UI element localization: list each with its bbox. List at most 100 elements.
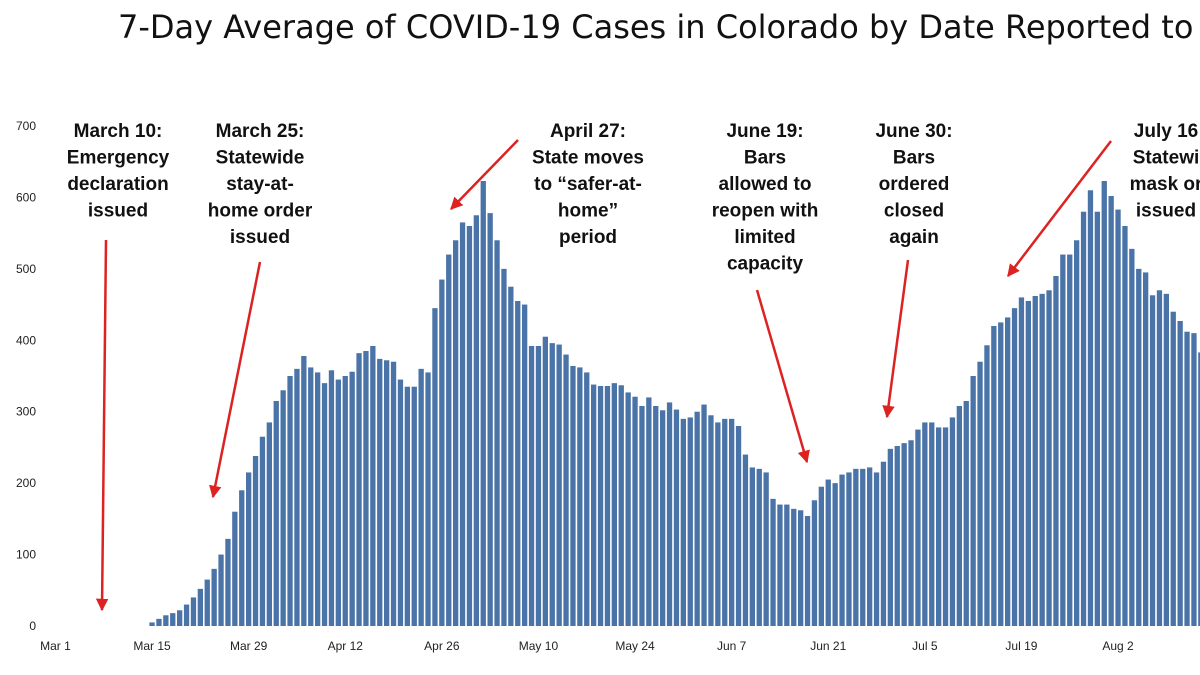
bar xyxy=(280,390,286,626)
bar xyxy=(190,597,197,626)
bar xyxy=(839,474,845,626)
annotation-arrow xyxy=(755,289,810,464)
bar xyxy=(1005,317,1011,626)
y-tick-label: 400 xyxy=(16,333,36,347)
bar xyxy=(1074,240,1080,626)
bar xyxy=(597,386,604,626)
bar xyxy=(708,415,714,626)
bar xyxy=(494,240,500,626)
bar xyxy=(666,402,673,626)
bar xyxy=(1198,352,1200,626)
bar xyxy=(846,472,852,626)
annotation-arrow xyxy=(209,261,262,499)
annotation-label: July 16 Statewi mask or issued xyxy=(1130,121,1200,222)
bar xyxy=(1149,295,1156,626)
x-tick-label: May 24 xyxy=(615,639,655,653)
bar xyxy=(611,383,617,626)
bar xyxy=(1163,293,1169,626)
bar xyxy=(929,422,935,626)
x-tick-label: Mar 29 xyxy=(230,639,268,653)
bar xyxy=(1101,180,1107,627)
bar xyxy=(625,392,631,626)
bar xyxy=(1115,209,1121,626)
bar xyxy=(1067,254,1073,626)
bar xyxy=(453,240,459,626)
bar xyxy=(1094,211,1100,626)
bar xyxy=(942,427,949,626)
bar xyxy=(522,304,528,626)
bar xyxy=(853,468,859,626)
bar xyxy=(1053,275,1059,626)
bar xyxy=(384,360,390,626)
annotation-arrow xyxy=(1007,140,1112,277)
bar xyxy=(915,429,921,626)
bar xyxy=(563,354,569,626)
bar xyxy=(763,472,769,626)
y-tick-label: 300 xyxy=(16,405,36,419)
y-tick-label: 100 xyxy=(16,548,36,562)
annotation-label: June 19: Bars allowed to reopen with limited… xyxy=(712,121,819,275)
annotation-label: June 30: Bars ordered closed again xyxy=(875,121,952,248)
bar xyxy=(729,418,735,626)
bar xyxy=(591,384,597,626)
bar xyxy=(715,422,721,626)
bar xyxy=(1191,333,1197,626)
bar xyxy=(825,479,831,626)
bar xyxy=(791,508,797,626)
annotation-label: April 27: State moves to “safer-at-home” pe… xyxy=(532,121,644,248)
bar xyxy=(984,345,990,626)
bar xyxy=(1156,290,1163,626)
bar xyxy=(991,325,997,626)
x-tick-label: Aug 2 xyxy=(1102,639,1134,653)
bar xyxy=(1018,297,1025,626)
bar xyxy=(998,322,1004,626)
bar xyxy=(770,498,776,626)
bar xyxy=(197,588,203,626)
bar xyxy=(535,345,542,626)
bar xyxy=(777,504,783,626)
bar xyxy=(232,511,238,626)
bar xyxy=(508,286,514,626)
bar xyxy=(632,396,638,626)
bar xyxy=(604,386,611,626)
x-tick-label: Jun 7 xyxy=(717,639,747,653)
bar xyxy=(321,383,328,626)
x-tick-label: Mar 15 xyxy=(133,639,171,653)
bar xyxy=(439,279,445,626)
bar xyxy=(425,372,431,626)
bar xyxy=(894,446,900,626)
bar xyxy=(480,180,486,627)
x-axis: Mar 1 Mar 15 Mar 29 Apr 12 Apr 26 May 10 May 2… xyxy=(40,639,1134,653)
bar xyxy=(390,361,397,626)
bar xyxy=(1122,225,1128,627)
y-tick-label: 500 xyxy=(16,262,36,276)
bar xyxy=(832,483,838,626)
bar xyxy=(473,215,479,626)
x-tick-label: Apr 26 xyxy=(424,639,460,653)
y-tick-label: 200 xyxy=(16,476,36,490)
bar xyxy=(922,422,928,626)
bar xyxy=(880,461,887,626)
bar xyxy=(377,358,383,626)
bar xyxy=(501,268,507,626)
bar xyxy=(749,467,755,626)
bar xyxy=(487,213,493,626)
bar xyxy=(266,422,272,626)
bar xyxy=(1039,293,1045,626)
bar xyxy=(694,411,700,626)
bar xyxy=(1136,268,1142,626)
bar xyxy=(549,343,555,626)
bar xyxy=(646,397,652,626)
bar xyxy=(301,355,307,626)
bar xyxy=(218,554,224,626)
bar xyxy=(784,504,790,626)
bar xyxy=(156,618,162,626)
y-tick-label: 700 xyxy=(16,119,36,133)
x-tick-label: Mar 1 xyxy=(40,639,71,653)
bar xyxy=(1177,320,1183,626)
bar xyxy=(1184,331,1190,626)
bar xyxy=(170,613,176,626)
y-axis: 0 100 200 300 400 500 600 700 xyxy=(16,119,36,633)
bar xyxy=(411,386,417,626)
bar xyxy=(618,385,624,626)
